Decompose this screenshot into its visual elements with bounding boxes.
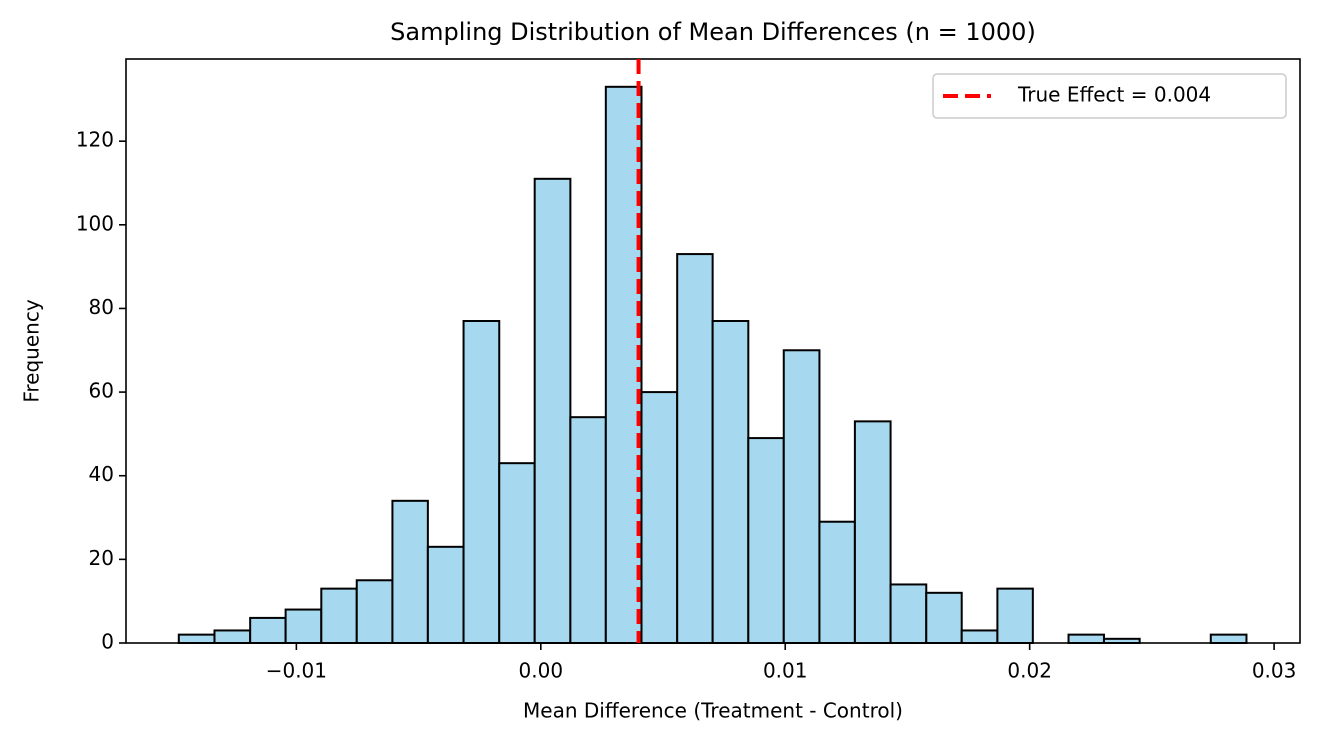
y-tick-label: 60 xyxy=(89,379,114,403)
x-tick-label: −0.01 xyxy=(266,659,327,683)
x-tick-label: 0.03 xyxy=(1252,659,1297,683)
legend-box xyxy=(932,73,1287,119)
bar xyxy=(569,416,607,645)
bar xyxy=(1067,633,1105,644)
bar xyxy=(676,253,714,644)
chart-title: Sampling Distribution of Mean Difference… xyxy=(390,18,1036,46)
y-tick-label: 40 xyxy=(89,462,114,486)
bar xyxy=(853,420,892,645)
bar xyxy=(604,85,643,645)
bar xyxy=(213,629,252,644)
bar xyxy=(391,499,429,645)
bar xyxy=(355,579,394,644)
bar xyxy=(177,633,216,644)
x-tick-label: 0.00 xyxy=(519,659,564,683)
bar xyxy=(426,545,465,645)
legend-label: True Effect = 0.004 xyxy=(1017,83,1211,107)
y-tick-label: 0 xyxy=(101,630,114,654)
x-axis-label: Mean Difference (Treatment - Control) xyxy=(523,699,903,723)
y-tick-label: 80 xyxy=(89,295,114,319)
bar xyxy=(747,437,785,644)
y-tick-label: 20 xyxy=(89,546,114,570)
bar xyxy=(818,520,856,645)
y-tick-label: 120 xyxy=(76,128,114,152)
bar xyxy=(960,629,999,644)
bar xyxy=(249,616,287,644)
bar xyxy=(640,391,679,644)
bar xyxy=(533,177,572,645)
bar xyxy=(320,587,358,644)
y-tick-label: 100 xyxy=(76,211,114,235)
bar xyxy=(782,349,821,644)
y-axis-label: Frequency xyxy=(20,299,44,402)
x-tick-label: 0.01 xyxy=(763,659,808,683)
bar xyxy=(889,583,928,644)
bar xyxy=(284,608,323,644)
bar xyxy=(1209,633,1248,644)
bar xyxy=(925,591,963,644)
bar xyxy=(462,319,501,644)
bar xyxy=(996,587,1034,644)
plot-frame xyxy=(125,58,1301,644)
bar xyxy=(711,319,750,644)
x-tick-label: 0.02 xyxy=(1007,659,1052,683)
bar xyxy=(498,462,536,644)
